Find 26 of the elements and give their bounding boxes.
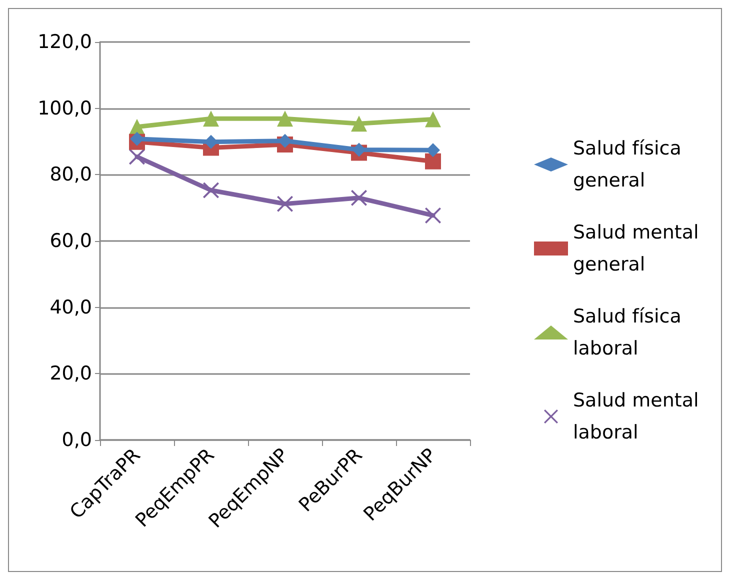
legend-label: Salud física laboral xyxy=(573,306,688,360)
y-tick-label: 80,0 xyxy=(50,164,92,186)
point xyxy=(129,148,145,165)
y-tick-label: 0,0 xyxy=(62,429,92,451)
point xyxy=(426,143,440,158)
point xyxy=(352,142,366,157)
legend-label: Salud mental general xyxy=(573,222,705,276)
point xyxy=(203,182,219,198)
point xyxy=(425,153,441,170)
point xyxy=(351,190,367,206)
legend-label: Salud mental laboral xyxy=(573,390,705,444)
point xyxy=(425,111,441,128)
y-tick-label: 120,0 xyxy=(38,31,92,53)
point xyxy=(278,134,292,148)
point xyxy=(277,196,293,212)
y-tick-label: 60,0 xyxy=(50,230,92,252)
y-tick-label: 100,0 xyxy=(38,97,92,120)
point xyxy=(277,110,293,127)
point xyxy=(130,132,144,146)
legend-label: Salud física general xyxy=(573,138,688,192)
point xyxy=(351,116,367,132)
point xyxy=(425,207,441,224)
y-tick-label: 20,0 xyxy=(50,362,92,385)
y-tick-label: 40,0 xyxy=(50,296,92,318)
point xyxy=(203,110,219,127)
point xyxy=(204,134,218,149)
